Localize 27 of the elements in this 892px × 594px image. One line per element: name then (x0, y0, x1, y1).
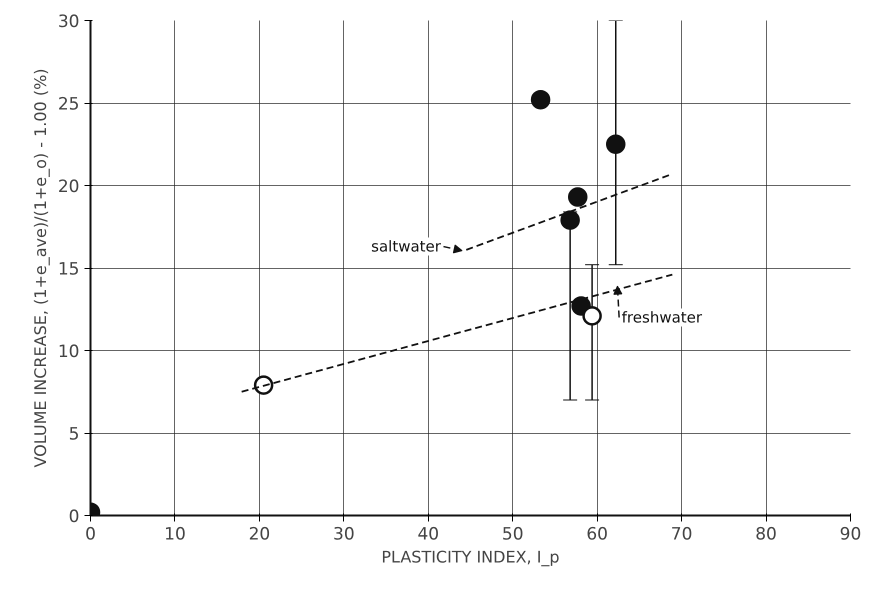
point (254, 375, 274, 395)
series-label: freshwater (622, 308, 703, 326)
point (560, 210, 580, 230)
y-tick-label: 20 (58, 177, 80, 197)
point (582, 306, 602, 326)
y-axis-title: VOLUME INCREASE, (1+e_ave)/(1+e_o) - 1.00 (%) (30, 68, 50, 468)
y-tick-label: 10 (58, 342, 80, 362)
y-tick-label: 25 (58, 94, 80, 114)
x-tick-label: 60 (586, 524, 608, 544)
point (530, 90, 550, 110)
y-tick-label: 15 (58, 260, 80, 280)
x-tick-label: 0 (85, 524, 96, 544)
x-tick-label: 40 (417, 524, 440, 544)
y-tick-label: 30 (58, 12, 80, 32)
x-tick-label: 90 (840, 524, 862, 544)
x-tick-label: 50 (502, 524, 524, 544)
x-axis-title: PLASTICITY INDEX, I_p (381, 548, 560, 566)
point (606, 134, 626, 154)
x-tick-label: 80 (755, 524, 777, 544)
x-tick-label: 70 (670, 524, 692, 544)
point (568, 187, 588, 207)
y-tick-label: 0 (68, 507, 80, 527)
x-tick-label: 30 (333, 524, 355, 544)
y-tick-label: 5 (68, 424, 80, 444)
x-tick-label: 20 (248, 524, 270, 544)
x-tick-label: 10 (164, 524, 186, 544)
legend-label: saltwater (371, 238, 442, 256)
